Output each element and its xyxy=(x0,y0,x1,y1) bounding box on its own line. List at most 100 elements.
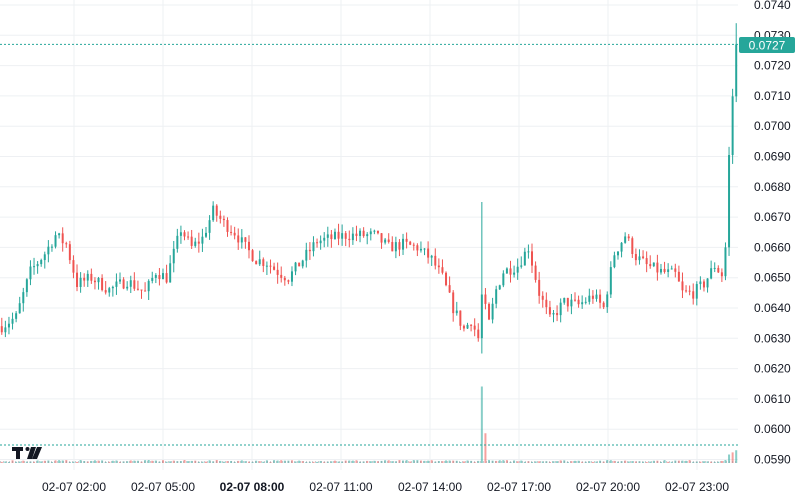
candle-body xyxy=(376,230,379,234)
price-lines xyxy=(0,43,738,463)
volume-bar xyxy=(93,460,96,463)
candle-body xyxy=(667,269,670,272)
volume-bar xyxy=(717,461,720,463)
volume-bar xyxy=(402,460,405,463)
volume-bar xyxy=(613,460,616,463)
volume-bar xyxy=(634,461,637,463)
candle-body xyxy=(685,290,688,292)
candle-body xyxy=(230,231,233,233)
candle-body xyxy=(22,292,25,304)
candle-body xyxy=(720,272,723,277)
candle-body xyxy=(190,236,193,246)
volume-bars xyxy=(0,386,738,463)
candle-body xyxy=(122,279,125,289)
volume-bar xyxy=(606,460,609,463)
volume-bar xyxy=(240,460,243,463)
candle-body xyxy=(570,299,573,307)
candle-body xyxy=(355,233,358,236)
price-tick-label: 0.0690 xyxy=(754,150,791,164)
volume-bar xyxy=(265,460,268,463)
candle-body xyxy=(441,267,444,273)
price-axis: 0.07400.07300.07200.07100.07000.06900.06… xyxy=(754,0,791,467)
candle-body xyxy=(552,313,555,315)
candle-body xyxy=(362,230,365,237)
candle-body xyxy=(108,288,111,293)
volume-bar xyxy=(15,461,18,463)
candle-body xyxy=(197,241,200,244)
grid-lines xyxy=(0,0,738,470)
volume-bar xyxy=(523,461,526,463)
volume-bar xyxy=(541,461,544,463)
volume-bar xyxy=(731,452,734,463)
candle-body xyxy=(380,233,383,243)
candle-body xyxy=(677,271,680,282)
candle-body xyxy=(93,280,96,283)
candle-body xyxy=(50,246,53,248)
candle-body xyxy=(427,248,430,258)
volume-bar xyxy=(294,461,297,463)
volume-bar xyxy=(154,460,157,463)
volume-bar xyxy=(652,460,655,463)
candle-body xyxy=(366,234,369,237)
candle-body xyxy=(341,233,344,239)
price-tick-label: 0.0740 xyxy=(754,0,791,12)
price-tick-label: 0.0620 xyxy=(754,362,791,376)
volume-bar xyxy=(702,461,705,463)
time-tick-label: 02-07 02:00 xyxy=(42,480,106,494)
candle-body xyxy=(0,326,3,333)
candle-body xyxy=(287,280,290,282)
price-tick-label: 0.0600 xyxy=(754,422,791,436)
volume-bar xyxy=(79,460,82,463)
candle-body xyxy=(305,249,308,261)
volume-bar xyxy=(187,461,190,463)
candle-body xyxy=(7,323,10,328)
volume-bar xyxy=(219,460,222,463)
volume-bar xyxy=(445,460,448,463)
volume-bar xyxy=(226,461,229,463)
candle-body xyxy=(90,273,93,281)
candle-body xyxy=(33,266,36,268)
candle-body xyxy=(437,265,440,268)
price-tick-label: 0.0710 xyxy=(754,89,791,103)
volume-bar xyxy=(247,461,250,463)
volume-bar xyxy=(276,460,279,463)
candle-body xyxy=(545,299,548,308)
volume-bar xyxy=(531,461,534,463)
volume-bar xyxy=(298,460,301,463)
volume-bar xyxy=(162,460,165,463)
candle-body xyxy=(337,231,340,239)
volume-bar xyxy=(337,461,340,463)
volume-bar xyxy=(165,461,168,463)
candle-body xyxy=(183,232,186,237)
candle-body xyxy=(158,274,161,280)
volume-bar xyxy=(61,460,64,463)
candle-body xyxy=(219,215,222,219)
candle-body xyxy=(247,241,250,251)
candle-body xyxy=(631,238,634,255)
candle-body xyxy=(348,238,351,241)
candle-body xyxy=(473,325,476,330)
volume-bar xyxy=(301,461,304,463)
candle-body xyxy=(280,274,283,278)
candle-body xyxy=(265,265,268,267)
volume-bar xyxy=(735,450,738,463)
candle-body xyxy=(498,285,501,290)
volume-bar xyxy=(645,461,648,463)
volume-bar xyxy=(18,461,21,463)
volume-bar xyxy=(40,461,43,463)
candle-body xyxy=(609,267,612,295)
candle-body xyxy=(556,313,559,316)
candle-body xyxy=(505,268,508,274)
time-tick-label: 02-07 23:00 xyxy=(665,480,729,494)
price-tick-label: 0.0630 xyxy=(754,331,791,345)
price-tick-label: 0.0670 xyxy=(754,210,791,224)
candle-body xyxy=(634,254,637,261)
candle-body xyxy=(409,241,412,245)
candle-body xyxy=(18,303,21,314)
tradingview-logo-icon[interactable] xyxy=(12,447,42,459)
candle-body xyxy=(212,205,215,221)
candle-body xyxy=(491,303,494,320)
volume-bar xyxy=(244,461,247,463)
candle-body xyxy=(566,297,569,307)
